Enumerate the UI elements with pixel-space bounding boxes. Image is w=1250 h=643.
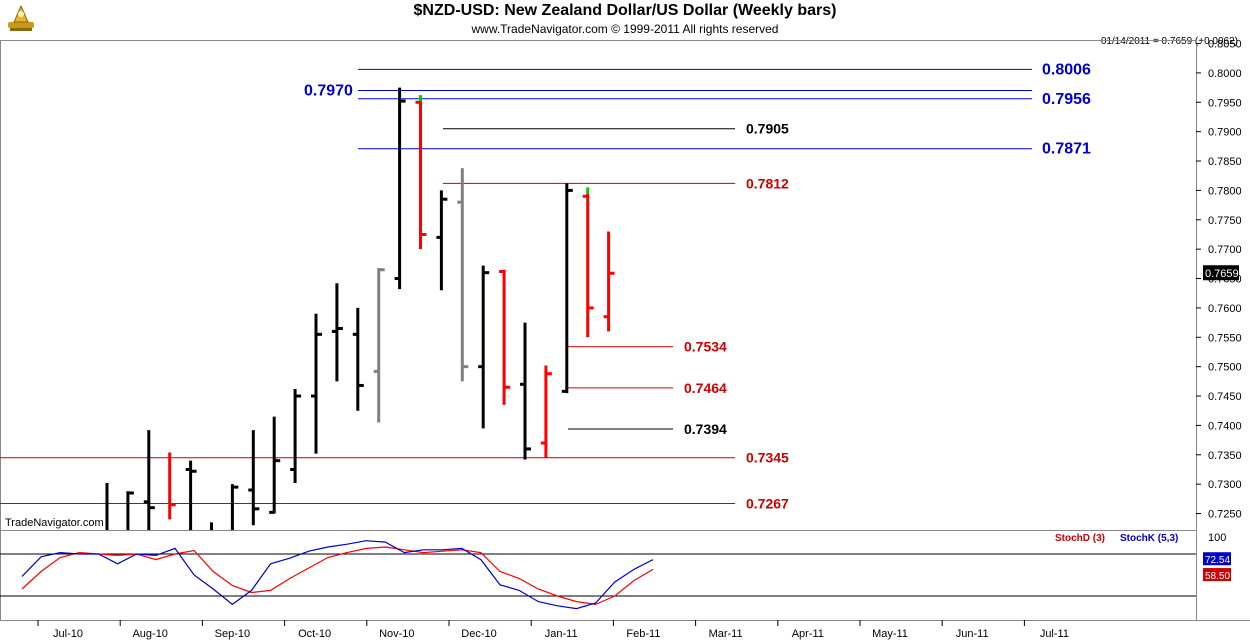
y-axis-tick-label: 0.8000 [1208, 68, 1242, 80]
ohlc-bar [143, 430, 155, 530]
trade-navigator-logo-icon [8, 4, 34, 31]
x-axis-tick-label: Jul-10 [53, 628, 83, 640]
ohlc-bar [478, 265, 490, 429]
x-axis-tick-label: Aug-10 [132, 628, 167, 640]
x-axis-tick-label: Sep-10 [215, 628, 250, 640]
ohlc-bar [561, 183, 573, 394]
x-axis-tick-label: Jun-11 [956, 628, 989, 640]
y-axis-tick-label: 0.7750 [1208, 215, 1242, 227]
y-axis-tick-label: 0.7300 [1208, 479, 1242, 491]
stochd-line [21, 546, 654, 606]
level-label: 0.7394 [684, 421, 727, 437]
legend-stochd: StochD (3) [1055, 533, 1105, 544]
x-axis-tick-label: Dec-10 [461, 628, 496, 640]
ohlc-bar [126, 491, 134, 530]
ohlc-bar [269, 416, 281, 514]
ohlc-bar [520, 322, 531, 460]
y-axis-tick-label: 0.8050 [1208, 39, 1242, 51]
x-axis-tick-label: Mar-11 [709, 628, 743, 640]
ohlc-bar [415, 100, 427, 250]
ohlc-bar [499, 269, 511, 405]
ohlc-bar [540, 365, 552, 458]
level-label: 0.7464 [684, 380, 727, 396]
last-price-label: 0.7659 [1205, 268, 1239, 280]
y-axis-tick-label: 0.7500 [1208, 362, 1242, 374]
legend-stochk: StochK (5,3) [1120, 533, 1179, 544]
ohlc-bar [373, 267, 385, 423]
level-label: 0.7956 [1042, 91, 1091, 108]
y-axis-tick-label: 0.7350 [1208, 450, 1242, 462]
stoch-y-tick-label: 100 [1208, 532, 1226, 544]
y-axis-tick-label: 0.7700 [1208, 244, 1242, 256]
ohlc-bar [290, 388, 302, 483]
x-axis-tick-label: Oct-10 [298, 628, 331, 640]
price-readout: 01/14/2011 = 0.7659 (+0.0062) [1100, 36, 1238, 47]
y-axis-tick-label: 0.7450 [1208, 391, 1242, 403]
y-axis-tick-label: 0.7600 [1208, 303, 1242, 315]
y-axis-tick-label: 0.7850 [1208, 156, 1242, 168]
watermark-label: TradeNavigator.com [5, 517, 104, 529]
x-axis-tick-label: Apr-11 [792, 628, 824, 640]
level-label: 0.7871 [1042, 141, 1091, 158]
level-label: 0.7970 [304, 83, 353, 100]
x-axis-tick-label: Jan-11 [545, 628, 578, 640]
y-axis-tick-label: 0.7400 [1208, 420, 1242, 432]
ohlc-bar [168, 452, 176, 520]
stochk-value-label: 72.54 [1205, 555, 1230, 566]
price-panel-frame [0, 40, 1197, 531]
ohlc-bar [603, 231, 615, 332]
y-axis-tick-label: 0.7900 [1208, 127, 1242, 139]
chart-title: $NZD-USD: New Zealand Dollar/US Dollar (… [413, 2, 837, 19]
ohlc-bar [230, 484, 239, 530]
ohlc-bar [582, 193, 594, 338]
y-axis-tick-label: 0.7550 [1208, 332, 1242, 344]
x-axis-tick-label: Nov-10 [379, 628, 414, 640]
level-label: 0.7345 [746, 450, 789, 466]
last-price-box [1203, 265, 1239, 281]
y-axis-tick-label: 0.7800 [1208, 185, 1242, 197]
level-label: 0.8006 [1042, 61, 1091, 78]
ohlc-bar [248, 430, 260, 526]
x-axis-tick-label: May-11 [872, 628, 908, 640]
chart-header: $NZD-USD: New Zealand Dollar/US Dollar (… [0, 0, 1250, 47]
stoch-panel-frame [0, 530, 1197, 621]
ohlc-bar [352, 307, 364, 411]
stochd-value-box [1203, 568, 1231, 582]
ohlc-bar [457, 168, 469, 382]
x-axis-tick-label: Feb-11 [626, 628, 660, 640]
stochk-value-box [1203, 552, 1231, 566]
level-label: 0.7267 [746, 496, 789, 512]
ohlc-bar [311, 313, 322, 454]
x-axis-tick-label: Jul-11 [1040, 628, 1069, 640]
ohlc-bar [394, 87, 406, 290]
level-label: 0.7905 [746, 121, 789, 137]
stochd-value-label: 58.50 [1205, 571, 1230, 582]
level-label: 0.7534 [684, 339, 727, 355]
ohlc-bar [436, 190, 448, 291]
level-label: 0.7812 [746, 175, 789, 191]
stochk-line [21, 540, 654, 610]
y-axis-tick-label: 0.7950 [1208, 97, 1242, 109]
ohlc-bar [331, 283, 343, 382]
chart-subtitle: www.TradeNavigator.com © 1999-2011 All r… [471, 22, 779, 36]
y-axis-tick-label: 0.7250 [1208, 509, 1242, 521]
ohlc-bar [185, 460, 197, 530]
